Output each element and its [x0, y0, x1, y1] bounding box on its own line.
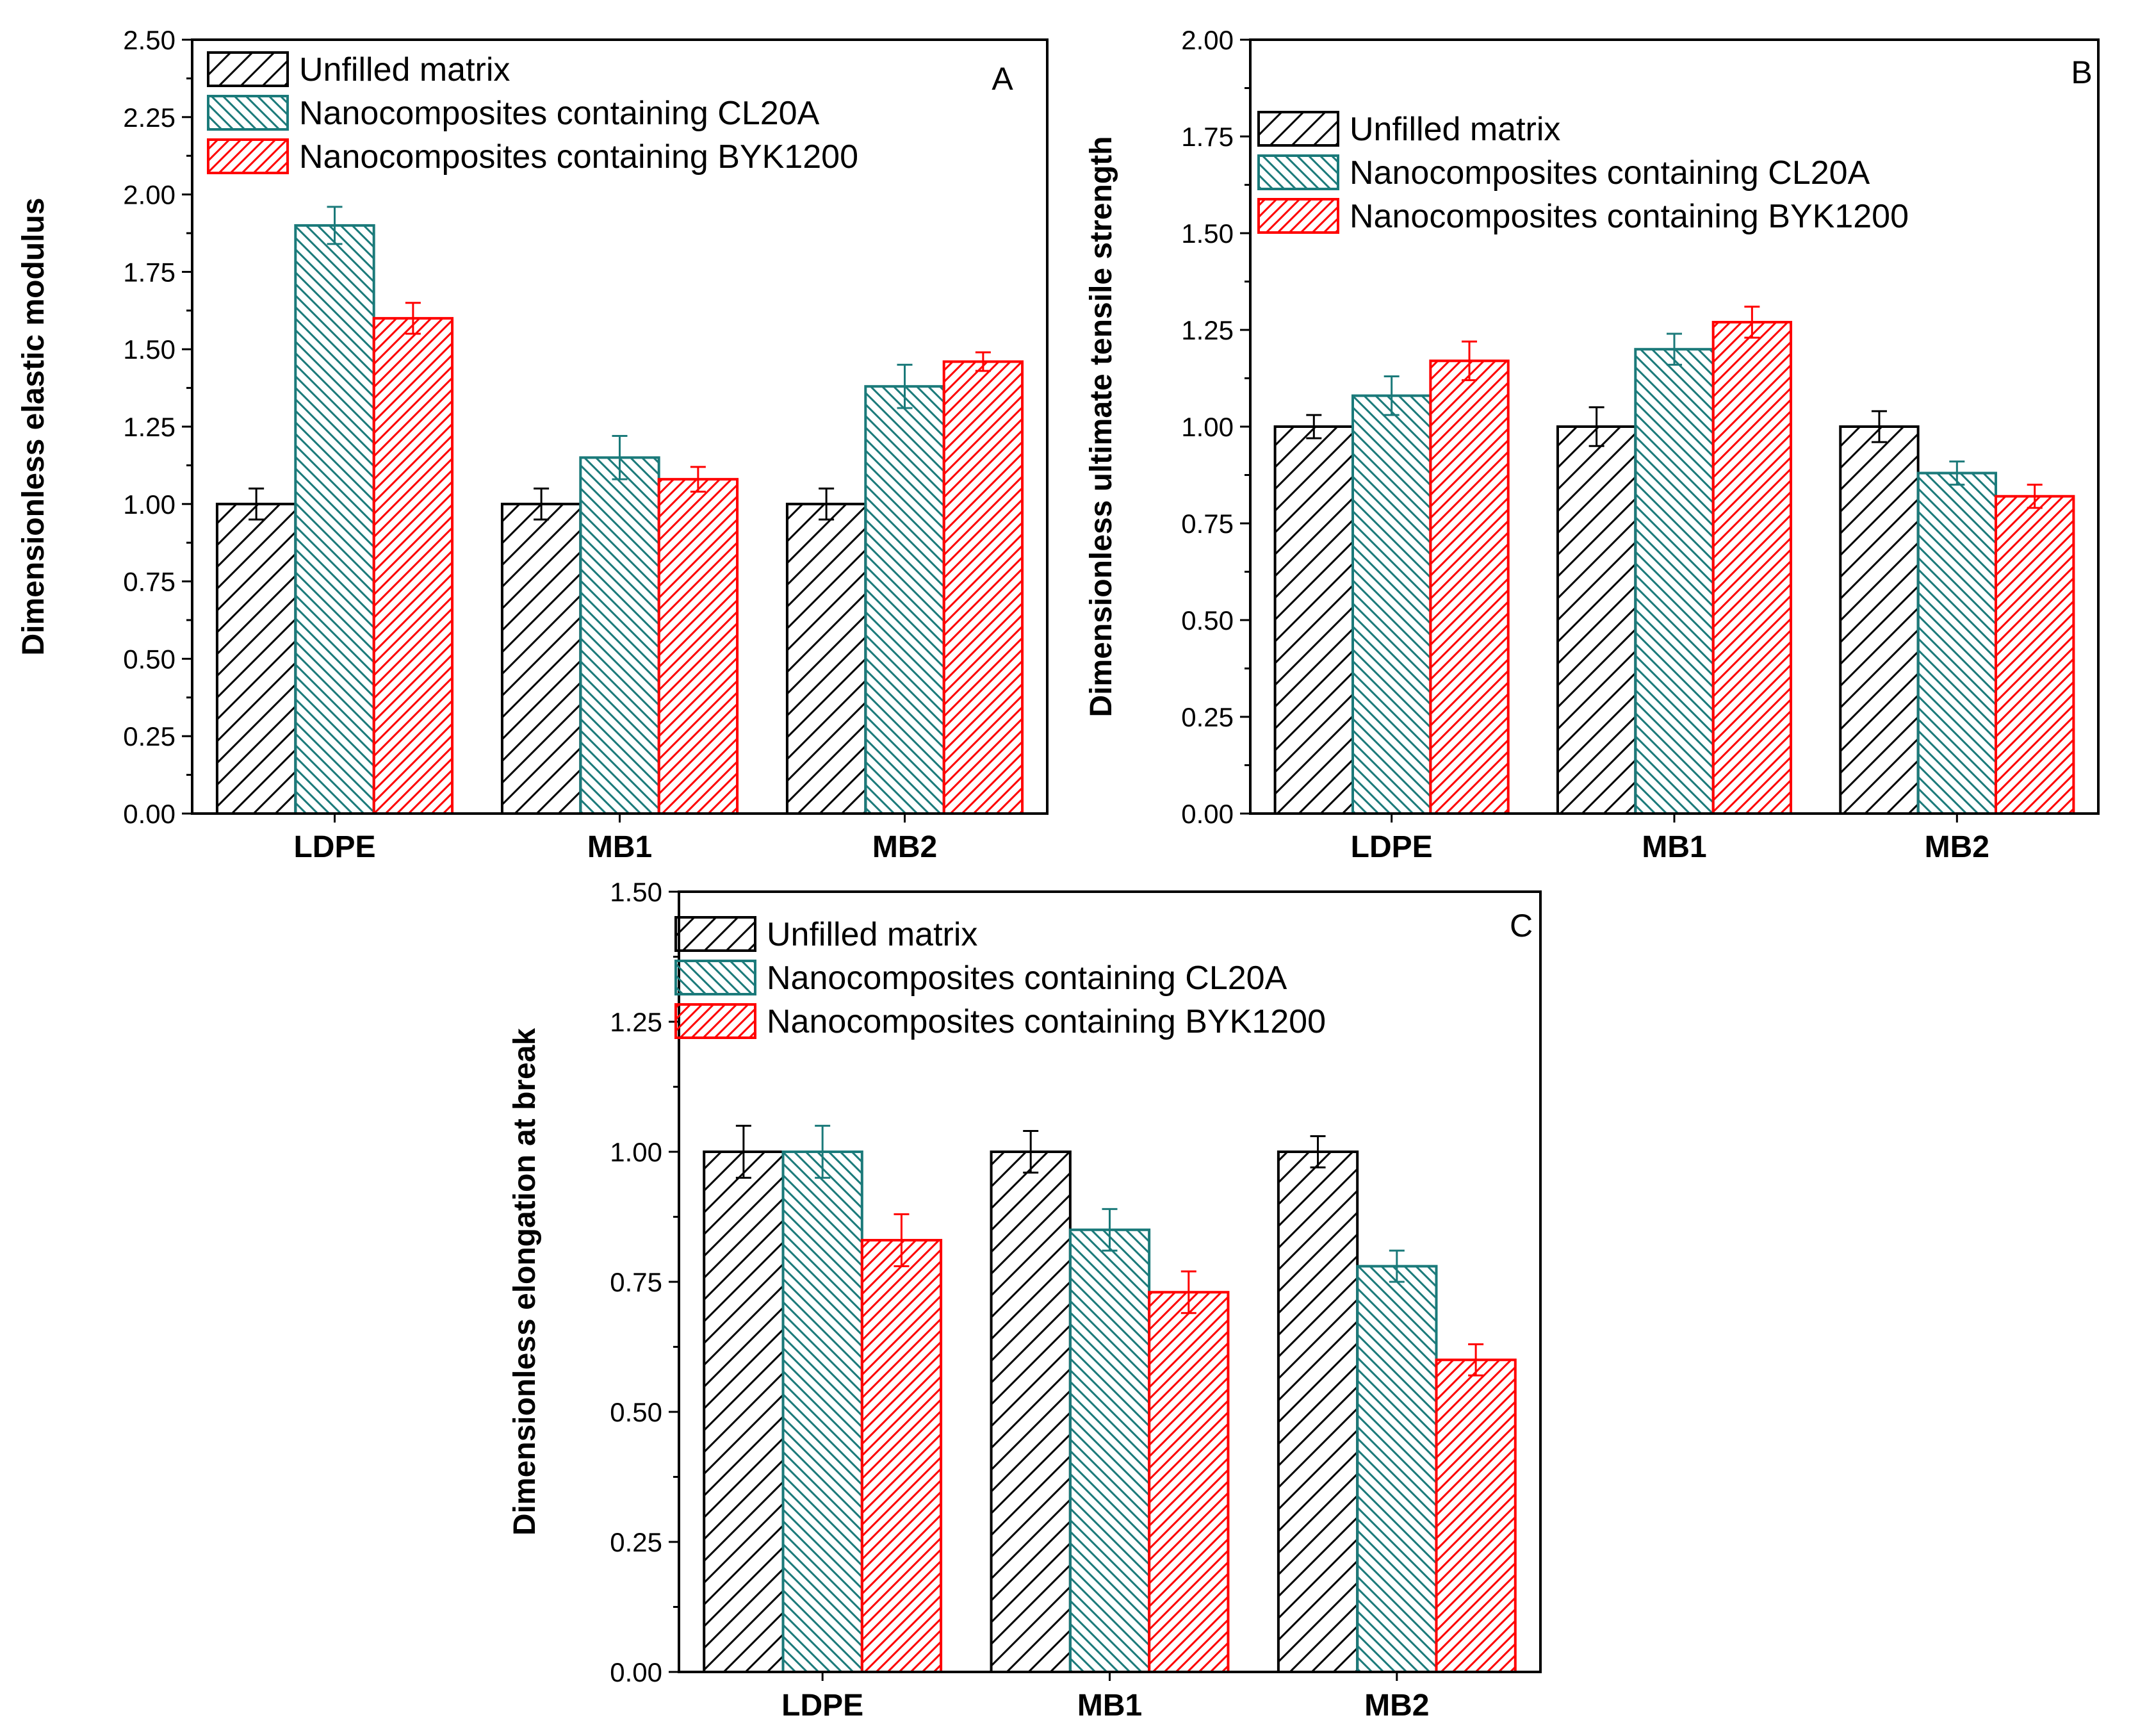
- panel-letter: C: [1510, 908, 1533, 944]
- y-tick-label: 0.75: [123, 567, 176, 597]
- y-tick-label: 1.50: [1181, 218, 1234, 249]
- y-tick-label: 0.25: [123, 721, 176, 751]
- legend-label-cl20a: Nanocomposites containing CL20A: [1350, 154, 1870, 192]
- x-tick-label-mb1: MB1: [1077, 1689, 1142, 1723]
- y-tick-label: 1.00: [1181, 412, 1234, 442]
- bar-byk1200-mb2: [944, 362, 1022, 814]
- bar-unfilled-mb2: [787, 504, 865, 814]
- x-tick-label-mb1: MB1: [1642, 830, 1706, 864]
- bar-cl20a-mb1: [1070, 1230, 1149, 1672]
- legend-label-cl20a: Nanocomposites containing CL20A: [767, 960, 1287, 997]
- y-tick-label: 1.50: [610, 877, 662, 907]
- y-axis-title: Dimensionless ultimate tensile strength: [1084, 136, 1118, 717]
- bar-unfilled-mb1: [502, 504, 580, 814]
- bar-byk1200-mb1: [1713, 322, 1791, 814]
- legend-label-byk1200: Nanocomposites containing BYK1200: [1350, 198, 1909, 235]
- bar-byk1200-ldpe: [862, 1240, 941, 1672]
- legend: Unfilled matrix Nanocomposites containing…: [1259, 111, 1909, 235]
- bar-unfilled-mb1: [992, 1152, 1070, 1672]
- y-tick-label: 1.25: [610, 1007, 662, 1037]
- bar-unfilled-ldpe: [217, 504, 295, 814]
- chart-panel-b: LDPE MB1 MB2 0.00 0.25 0.50 0.75 1.00 1.25 1.50 1.…: [1084, 25, 2098, 864]
- legend: Unfilled matrix Nanocomposites containing…: [208, 51, 858, 176]
- y-tick-label: 1.75: [123, 257, 176, 287]
- bar-cl20a-mb2: [1918, 473, 1996, 814]
- legend-swatch-byk1200: [1259, 199, 1338, 233]
- figure: LDPE MB1 MB2 0.00 0.25 0.50 0.75 1.00 1.25 1.50 1.…: [0, 0, 2147, 1736]
- y-axis-title: Dimensionless elastic modulus: [17, 198, 51, 656]
- x-tick-label-ldpe: LDPE: [781, 1689, 863, 1723]
- bar-cl20a-ldpe: [295, 225, 373, 814]
- y-tick-label: 1.50: [123, 334, 176, 364]
- x-tick-label-mb2: MB2: [1925, 830, 1989, 864]
- y-tick-label: 1.25: [1181, 315, 1234, 345]
- legend-label-unfilled: Unfilled matrix: [1350, 111, 1560, 148]
- bar-cl20a-ldpe: [783, 1152, 862, 1672]
- x-tick-label-ldpe: LDPE: [1351, 830, 1433, 864]
- legend-swatch-byk1200: [676, 1004, 755, 1038]
- legend-swatch-unfilled: [208, 53, 288, 86]
- y-axis-title: Dimensionless elongation at break: [508, 1028, 542, 1536]
- y-tick-label: 2.00: [1181, 25, 1234, 55]
- bar-unfilled-mb1: [1558, 427, 1635, 814]
- bar-byk1200-mb2: [1996, 496, 2073, 814]
- legend-swatch-cl20a: [676, 961, 755, 994]
- legend-swatch-unfilled: [676, 917, 755, 951]
- y-tick-label: 0.25: [610, 1527, 662, 1557]
- bar-unfilled-mb2: [1278, 1152, 1357, 1672]
- legend-label-byk1200: Nanocomposites containing BYK1200: [299, 138, 858, 176]
- y-tick-label: 2.25: [123, 102, 176, 133]
- y-tick-label: 0.00: [610, 1657, 662, 1687]
- legend-label-cl20a: Nanocomposites containing CL20A: [299, 95, 820, 132]
- y-tick-label: 1.00: [610, 1137, 662, 1167]
- y-tick-label: 0.50: [123, 644, 176, 674]
- bar-unfilled-ldpe: [1275, 427, 1353, 814]
- bar-byk1200-mb1: [659, 479, 737, 814]
- legend-swatch-unfilled: [1259, 112, 1338, 145]
- y-tick-label: 0.75: [610, 1267, 662, 1297]
- bar-cl20a-mb1: [580, 457, 658, 814]
- bar-cl20a-mb1: [1635, 349, 1713, 814]
- y-tick-label: 0.50: [610, 1397, 662, 1427]
- y-tick-label: 2.50: [123, 25, 176, 55]
- chart-panel-a: LDPE MB1 MB2 0.00 0.25 0.50 0.75 1.00 1.25 1.50 1.…: [17, 25, 1047, 864]
- bar-byk1200-ldpe: [374, 318, 452, 814]
- bar-byk1200-ldpe: [1430, 361, 1508, 814]
- panel-letter: B: [2071, 54, 2092, 90]
- y-tick-label: 0.00: [1181, 799, 1234, 829]
- y-tick-label: 0.75: [1181, 509, 1234, 539]
- x-tick-label-mb1: MB1: [587, 830, 652, 864]
- y-tick-label: 1.00: [123, 489, 176, 520]
- y-tick-label: 1.25: [123, 412, 176, 442]
- x-tick-label-mb2: MB2: [1364, 1689, 1429, 1723]
- bar-byk1200-mb1: [1149, 1292, 1228, 1672]
- legend-label-unfilled: Unfilled matrix: [299, 51, 510, 88]
- x-tick-label-mb2: MB2: [872, 830, 937, 864]
- legend-swatch-cl20a: [1259, 156, 1338, 189]
- legend-label-unfilled: Unfilled matrix: [767, 916, 977, 953]
- bar-unfilled-mb2: [1840, 427, 1918, 814]
- bar-cl20a-mb2: [1357, 1266, 1436, 1672]
- bar-cl20a-ldpe: [1353, 396, 1430, 814]
- bar-cl20a-mb2: [865, 386, 943, 814]
- y-tick-label: 0.25: [1181, 702, 1234, 732]
- legend-label-byk1200: Nanocomposites containing BYK1200: [767, 1003, 1326, 1040]
- y-tick-label: 2.00: [123, 180, 176, 210]
- panel-letter: A: [992, 61, 1013, 97]
- y-tick-label: 0.00: [123, 799, 176, 829]
- bar-byk1200-mb2: [1436, 1360, 1515, 1672]
- legend: Unfilled matrix Nanocomposites containing…: [676, 916, 1326, 1040]
- legend-swatch-byk1200: [208, 140, 288, 173]
- legend-swatch-cl20a: [208, 96, 288, 129]
- y-tick-label: 1.75: [1181, 122, 1234, 152]
- x-tick-label-ldpe: LDPE: [293, 830, 375, 864]
- y-tick-label: 0.50: [1181, 605, 1234, 635]
- chart-panel-c: LDPE MB1 MB2 0.00 0.25 0.50 0.75 1.00 1.25 1.50 Di…: [508, 877, 1540, 1723]
- bar-unfilled-ldpe: [704, 1152, 783, 1672]
